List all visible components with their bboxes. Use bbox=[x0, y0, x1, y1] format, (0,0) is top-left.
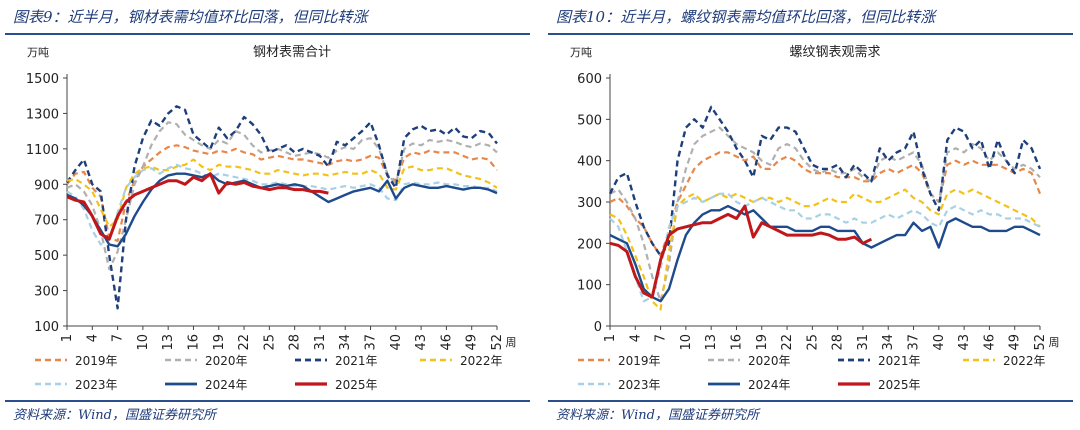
y-tick-label: 900 bbox=[34, 178, 59, 193]
source-note: 资料来源：Wind，国盛证券研究所 bbox=[556, 408, 759, 423]
x-tick-label: 37 bbox=[907, 334, 922, 351]
x-tick-label: 16 bbox=[186, 334, 201, 351]
series-line-2024 bbox=[609, 204, 1041, 303]
x-tick-label: 13 bbox=[161, 334, 176, 351]
series-line-2025 bbox=[66, 172, 329, 241]
y-tick-label: 600 bbox=[577, 72, 602, 87]
top-rule bbox=[5, 33, 530, 35]
y-tick-label: 1300 bbox=[26, 107, 59, 122]
x-tick-label: 4 bbox=[85, 334, 100, 342]
figure-title: 图表9：近半月，钢材表需均值环比回落，但同比转涨 bbox=[13, 8, 368, 26]
series-line-2022 bbox=[609, 188, 1041, 311]
x-tick-label: 1 bbox=[60, 334, 75, 342]
y-tick-label: 200 bbox=[577, 237, 602, 252]
chart-title: 钢材表需合计 bbox=[253, 45, 331, 60]
x-tick-label: 43 bbox=[957, 334, 972, 351]
series-line-2021 bbox=[66, 105, 498, 310]
legend-label: 2024年 bbox=[748, 378, 791, 392]
series-line-2024 bbox=[66, 172, 498, 248]
legend-label: 2024年 bbox=[205, 378, 248, 392]
x-tick-label: 25 bbox=[262, 334, 277, 351]
y-tick-label: 300 bbox=[34, 285, 59, 300]
legend-label: 2021年 bbox=[335, 354, 378, 368]
y-unit-label: 万吨 bbox=[570, 46, 592, 59]
bottom-rule bbox=[5, 400, 530, 402]
legend-label: 2020年 bbox=[205, 354, 248, 368]
y-tick-label: 100 bbox=[577, 279, 602, 294]
x-tick-label: 7 bbox=[654, 334, 669, 342]
x-tick-label: 49 bbox=[465, 334, 480, 351]
x-tick-label: 19 bbox=[755, 334, 770, 351]
x-tick-label: 19 bbox=[212, 334, 227, 351]
legend-label: 2022年 bbox=[460, 354, 503, 368]
legend-label: 2021年 bbox=[878, 354, 921, 368]
series-line-2023 bbox=[609, 192, 1041, 303]
x-tick-label: 22 bbox=[780, 334, 795, 351]
figure-title: 图表10：近半月，螺纹钢表需均值环比回落，但同比转涨 bbox=[556, 8, 936, 26]
x-tick-label: 10 bbox=[679, 334, 694, 351]
x-tick-label: 46 bbox=[982, 334, 997, 351]
x-tick-label: 28 bbox=[831, 334, 846, 351]
source-note: 资料来源：Wind，国盛证券研究所 bbox=[13, 408, 216, 423]
x-tick-label: 31 bbox=[313, 334, 328, 351]
legend-label: 2022年 bbox=[1003, 354, 1046, 368]
y-tick-label: 100 bbox=[34, 320, 59, 335]
x-tick-label: 37 bbox=[364, 334, 379, 351]
bottom-rule bbox=[548, 400, 1073, 402]
legend-label: 2023年 bbox=[618, 378, 661, 392]
legend-label: 2023年 bbox=[75, 378, 118, 392]
panel-rebar: 图表10：近半月，螺纹钢表需均值环比回落，但同比转涨 螺纹钢表观需求 万吨 0 100… bbox=[548, 0, 1078, 430]
x-tick-label: 34 bbox=[338, 334, 353, 351]
y-unit-label: 万吨 bbox=[27, 46, 49, 59]
x-tick-label: 13 bbox=[704, 334, 719, 351]
legend-label: 2025年 bbox=[335, 378, 378, 392]
y-tick-label: 1500 bbox=[26, 72, 59, 87]
series-line-2021 bbox=[608, 105, 1042, 257]
y-tick-label: 500 bbox=[34, 249, 59, 264]
series-line-2025 bbox=[609, 204, 873, 299]
panel-steel-total: 图表9：近半月，钢材表需均值环比回落，但同比转涨 钢材表需合计 万吨 100 300 5… bbox=[5, 0, 535, 430]
top-rule bbox=[548, 33, 1073, 35]
x-tick-label: 4 bbox=[628, 334, 643, 342]
x-tick-label: 10 bbox=[136, 334, 151, 351]
x-tick-label: 16 bbox=[729, 334, 744, 351]
x-axis-suffix: 周 bbox=[1049, 336, 1060, 349]
series-line-2022 bbox=[66, 158, 498, 228]
x-tick-label: 46 bbox=[439, 334, 454, 351]
series-line-2023 bbox=[66, 163, 498, 246]
x-tick-label: 43 bbox=[414, 334, 429, 351]
x-tick-label: 22 bbox=[237, 334, 252, 351]
x-tick-label: 52 bbox=[490, 334, 505, 351]
x-tick-label: 25 bbox=[805, 334, 820, 351]
legend-label: 2020年 bbox=[748, 354, 791, 368]
x-tick-label: 28 bbox=[288, 334, 303, 351]
x-tick-label: 34 bbox=[881, 334, 896, 351]
y-tick-label: 0 bbox=[594, 320, 602, 335]
series-line-2020 bbox=[66, 121, 498, 271]
x-tick-label: 31 bbox=[856, 334, 871, 351]
y-tick-label: 1100 bbox=[26, 143, 59, 158]
chart-title: 螺纹钢表观需求 bbox=[789, 45, 880, 60]
x-tick-label: 7 bbox=[111, 334, 126, 342]
x-tick-label: 40 bbox=[389, 334, 404, 351]
y-tick-label: 300 bbox=[577, 196, 602, 211]
series-line-2019 bbox=[609, 151, 1042, 257]
chart-rebar: 螺纹钢表观需求 万吨 0 100 200 300 400 500 600 1 4 7 10 13 16 19 2… bbox=[570, 45, 1060, 392]
x-axis-suffix: 周 bbox=[506, 336, 517, 349]
legend-label: 2025年 bbox=[878, 378, 921, 392]
series-line-2020 bbox=[609, 126, 1041, 303]
x-tick-label: 52 bbox=[1033, 334, 1048, 351]
x-tick-label: 1 bbox=[603, 334, 618, 342]
x-tick-label: 49 bbox=[1008, 334, 1023, 351]
legend-label: 2019年 bbox=[618, 354, 661, 368]
y-tick-label: 500 bbox=[577, 113, 602, 128]
y-tick-label: 400 bbox=[577, 155, 602, 170]
chart-steel-total: 钢材表需合计 万吨 100 300 500 700 900 1100 1300 1500 1 4 7 10… bbox=[26, 45, 517, 392]
legend-label: 2019年 bbox=[75, 354, 118, 368]
y-tick-label: 700 bbox=[34, 214, 59, 229]
x-tick-label: 40 bbox=[932, 334, 947, 351]
